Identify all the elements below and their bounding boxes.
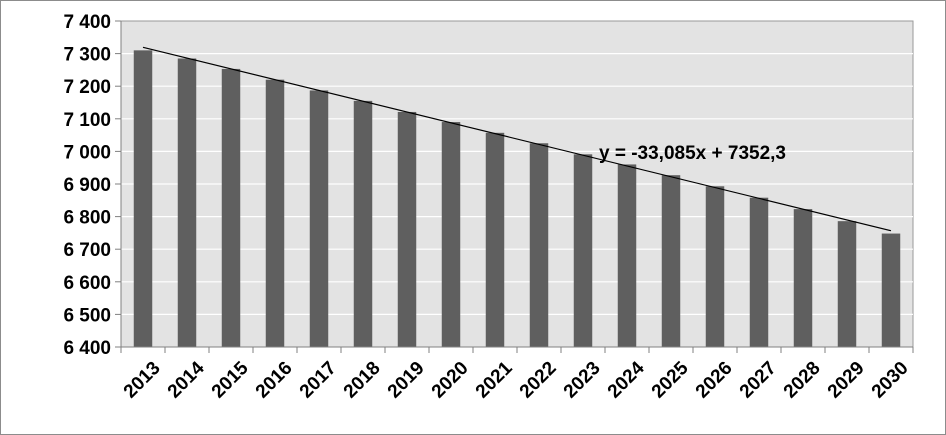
x-tick-label: 2025 [648, 357, 693, 402]
x-tick-label: 2023 [560, 358, 605, 403]
x-tick-label: 2020 [428, 358, 473, 403]
bar-2027 [749, 197, 769, 347]
bar-2020 [441, 122, 461, 347]
x-tick-label: 2021 [472, 357, 517, 402]
x-tick-label: 2024 [604, 357, 649, 402]
bar-2029 [837, 221, 857, 347]
bar-2015 [221, 68, 241, 347]
bar-2013 [133, 50, 153, 348]
y-tick-label: 6 800 [63, 208, 111, 229]
bar-2023 [573, 154, 593, 347]
bars [133, 50, 901, 348]
y-tick-labels: 6 400 6 500 6 600 6 700 6 800 6 900 7 000 7 100… [63, 12, 111, 359]
gridlines [121, 52, 913, 315]
x-tick-label: 2029 [824, 358, 869, 403]
bar-2025 [661, 175, 681, 347]
bar-2019 [397, 111, 417, 347]
y-tick-label: 7 400 [63, 12, 111, 33]
x-tick-label: 2030 [868, 358, 913, 403]
y-tick-label: 7 000 [63, 142, 111, 163]
bar-2026 [705, 186, 725, 347]
y-tick-label: 7 200 [63, 77, 111, 98]
x-tick-label: 2028 [780, 358, 825, 403]
bar-2014 [177, 58, 197, 348]
x-tick-label: 2014 [164, 357, 209, 402]
bar-2028 [793, 209, 813, 347]
y-tick-label: 6 400 [63, 338, 111, 359]
x-tick-labels: 2013 2014 2015 2016 2017 2018 2019 2020 2021 2022… [120, 357, 913, 402]
x-tick-label: 2016 [252, 358, 297, 403]
y-tick-label: 7 100 [63, 110, 111, 131]
x-tick-label: 2013 [120, 358, 165, 403]
x-tick-label: 2026 [692, 358, 737, 403]
trendline-equation: y = -33,085x + 7352,3 [599, 143, 786, 164]
y-tick-label: 6 600 [63, 273, 111, 294]
y-tick-label: 6 900 [63, 175, 111, 196]
bar-2021 [485, 132, 505, 347]
bar-2024 [617, 164, 637, 347]
x-tick-label: 2018 [340, 358, 385, 403]
bar-2016 [265, 79, 285, 348]
trendline [142, 46, 892, 232]
x-tick-label: 2027 [736, 358, 781, 403]
bar-2018 [353, 100, 373, 348]
y-tick-label: 6 500 [63, 305, 111, 326]
x-tick-label: 2019 [384, 358, 429, 403]
y-tick-label: 6 700 [63, 240, 111, 261]
x-tick-label: 2022 [516, 358, 561, 403]
bar-2022 [529, 143, 549, 347]
x-tick-label: 2017 [296, 358, 341, 403]
trendline-layer [142, 46, 892, 232]
bar-2017 [309, 90, 329, 348]
y-tick-label: 7 300 [63, 45, 111, 66]
x-tick-label: 2015 [208, 357, 253, 402]
bar-2030 [881, 233, 901, 347]
axes [115, 20, 914, 353]
